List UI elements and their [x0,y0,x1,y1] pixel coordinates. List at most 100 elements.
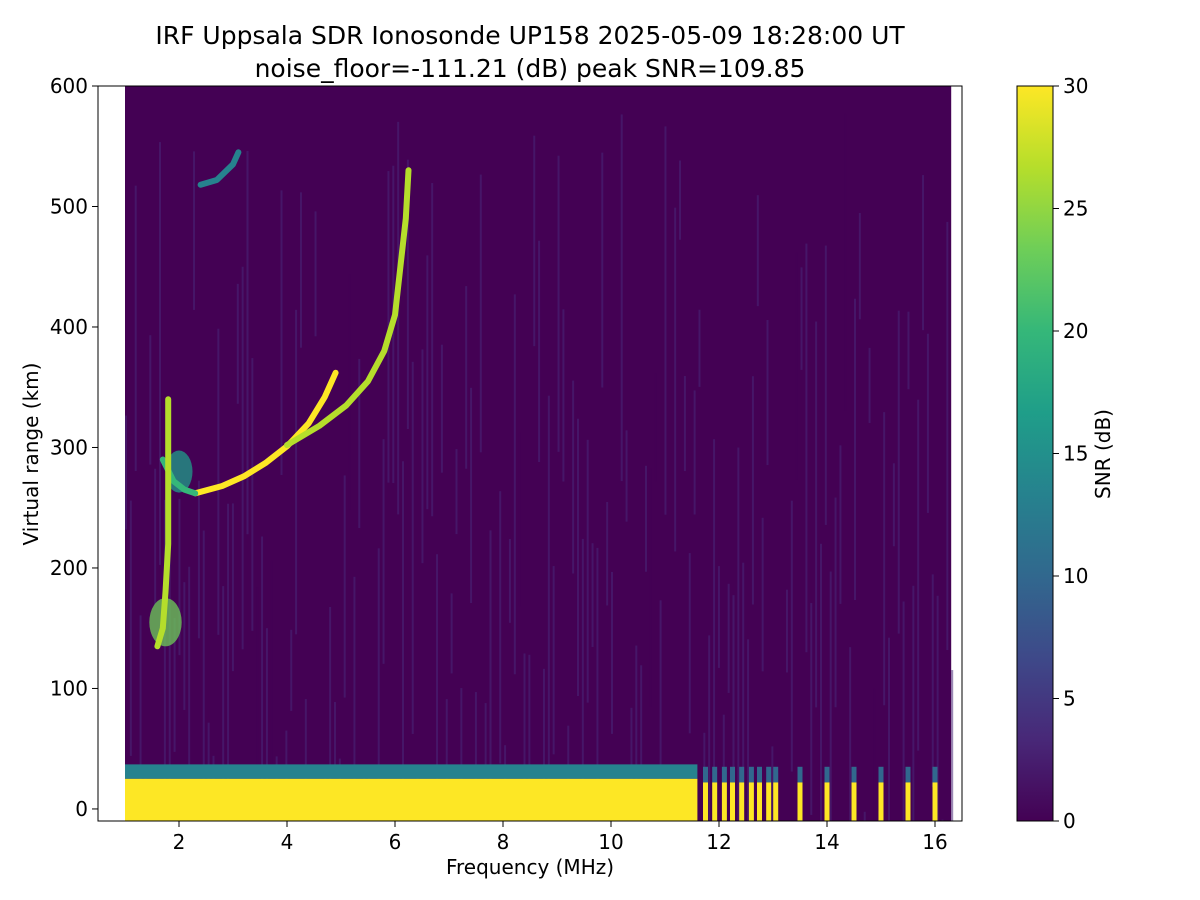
noise-streak [202,530,205,821]
colorbar-ticks: 0 5 10 15 20 25 30 [1053,74,1088,833]
noise-streak [873,688,876,821]
noise-streak [129,500,132,756]
noise-streak [829,571,832,821]
noise-streak [751,376,754,605]
noise-streak [139,615,142,821]
channel-bar [797,782,803,821]
noise-streak [844,113,847,411]
noise-streak [698,309,701,387]
noise-streak [163,499,166,821]
y-tick-label: 100 [50,676,88,700]
noise-streak [645,465,648,572]
noise-streak [499,491,502,764]
channel-bar [739,782,745,821]
noise-streak [708,635,711,821]
noise-streak [946,221,949,651]
noise-streak [747,639,750,821]
y-tick-label: 0 [75,797,88,821]
noise-streak [625,430,628,522]
plot-frame [97,85,963,822]
colorbar-tick-label: 5 [1063,687,1076,711]
noise-streak [601,152,604,388]
noise-streak [236,283,239,404]
y-tick-label: 400 [50,315,88,339]
x-axis-label: Frequency (MHz) [446,855,614,879]
noise-streak [766,319,769,466]
noise-streak [922,175,925,331]
noise-streak [761,517,764,672]
noise-streak [231,503,234,672]
noise-streak [178,498,181,656]
y-tick-label: 300 [50,435,88,459]
noise-streak [557,155,560,452]
noise-streak [421,349,424,564]
noise-streak [329,606,332,821]
echo-trace [154,396,172,650]
channel-fringe [712,766,718,783]
noise-streak [241,266,244,650]
noise-streak [572,380,575,574]
noise-streak [931,574,934,787]
noise-streak [353,576,356,821]
noise-streak [892,463,895,547]
noise-streak [785,589,788,673]
noise-streak [222,586,225,817]
noise-streak [824,245,827,525]
noise-streak [664,126,667,515]
noise-streak [640,665,643,821]
noise-streak [596,547,599,821]
colorbar-tick-label: 0 [1063,809,1076,833]
noise-streak [659,600,662,821]
noise-streak [533,135,536,347]
noise-streak [795,252,798,480]
channel-bar [932,782,938,821]
noise-streak [227,503,230,821]
noise-streak [431,183,434,517]
noise-streak [839,445,842,604]
channel-fringe [824,766,830,783]
noise-streak [868,347,871,423]
colorbar-tick-label: 15 [1063,442,1088,466]
noise-streak [299,192,302,348]
noise-streak [907,311,910,390]
noise-streak [397,121,400,515]
noise-streak [674,207,677,552]
noise-streak [134,185,137,471]
noise-streak [168,517,171,790]
noise-streak [834,497,837,708]
echo-trace [197,149,242,188]
noise-streak [888,637,891,821]
colorbar-scale [1016,85,1054,822]
x-tick-label: 12 [706,830,731,854]
noise-streak [732,595,735,821]
x-tick-label: 4 [281,830,294,854]
channel-bar [851,782,857,821]
noise-streak [484,703,487,821]
noise-streak [897,310,900,634]
channel-bar [878,782,884,821]
noise-streak [611,571,613,734]
noise-streak [450,593,453,674]
channel-fringe [721,766,727,783]
echo-trace [192,369,339,497]
colorbar-tick-label: 20 [1063,319,1088,343]
noise-streak [149,335,152,465]
channel-fringe [739,766,745,783]
noise-streak [936,595,939,821]
heatmap-layer [125,86,954,821]
channel-fringe [773,766,779,783]
noise-streak [863,811,866,821]
noise-streak [518,432,521,607]
noise-streak [538,240,541,462]
noise-streak [358,358,361,529]
noise-streak [528,654,531,821]
noise-streak [810,603,813,815]
noise-streak [562,309,565,482]
y-tick-label: 600 [50,74,88,98]
channel-fringe [766,766,772,783]
noise-streak [815,321,818,708]
noise-streak [917,399,920,751]
noise-streak [756,195,759,307]
noise-streak [440,344,443,473]
x-tick-label: 2 [173,830,186,854]
